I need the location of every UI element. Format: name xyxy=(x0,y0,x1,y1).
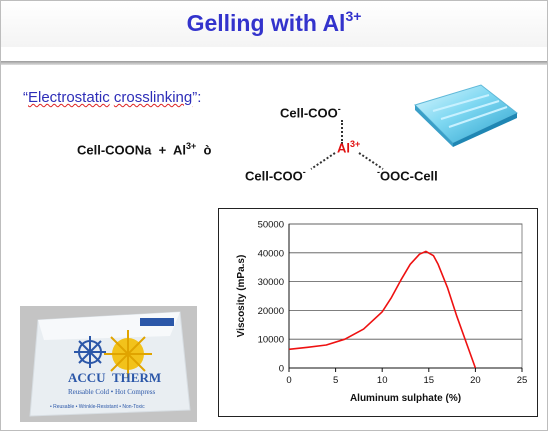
y-tick-label: 0 xyxy=(279,364,284,375)
bullet-text: “Electrostatic crosslinking”: xyxy=(23,89,201,106)
complex-top-ligand: Cell-COO- xyxy=(280,104,341,120)
complex-center-charge: 3+ xyxy=(350,139,361,149)
compress-pack-graphic: ACCU THERM Reusable Cold • Hot Compress … xyxy=(20,306,197,422)
photo-caption-1: Reusable Cold • Hot Compress xyxy=(68,388,155,396)
x-axis-label: Aluminum sulphate (%) xyxy=(350,393,461,404)
complex-center-aluminium: Al3+ xyxy=(337,139,360,155)
complex-left-charge: - xyxy=(302,167,306,177)
viscosity-chart: 0 10000 20000 30000 40000 50000 0 5 10 15 20 25 Alum… xyxy=(218,208,538,417)
photo-caption-2: • Reusable • Wrinkle-Resistant • Non-Tox… xyxy=(50,404,145,410)
brand-therm: THERM xyxy=(112,370,161,385)
complex-left-ligand: Cell-COO- xyxy=(245,167,306,183)
reactant-aluminium-charge: 3+ xyxy=(185,141,197,151)
bond-top xyxy=(341,120,343,144)
reactant-aluminium: Al xyxy=(172,142,186,158)
y-tick-label: 10000 xyxy=(258,335,284,346)
reaction-arrow: ò xyxy=(203,142,212,158)
x-tick-label: 25 xyxy=(517,375,528,386)
complex-right-ligand: -OOC-Cell xyxy=(377,167,438,183)
bullet-word-crosslinking: crosslinking xyxy=(113,89,193,106)
plus-sign: + xyxy=(158,142,167,158)
series-line xyxy=(288,250,477,369)
y-tick-label: 20000 xyxy=(258,306,284,317)
bullet-word-electrostatic: Electrostatic xyxy=(28,89,110,106)
complex-right-charge: - xyxy=(377,167,380,177)
x-tick-label: 20 xyxy=(470,375,481,386)
bullet-close-quote: ”: xyxy=(192,89,202,106)
bullet-open-quote: “ xyxy=(23,89,28,106)
compress-product-photo: ACCU THERM Reusable Cold • Hot Compress … xyxy=(20,306,197,422)
title-divider xyxy=(1,61,547,65)
complex-right-text: OOC-Cell xyxy=(380,168,438,184)
x-tick-label: 10 xyxy=(377,375,388,386)
y-tick-label: 30000 xyxy=(258,277,284,288)
y-tick-label: 50000 xyxy=(258,220,284,231)
gel-pack-image xyxy=(414,84,518,147)
bond-side-lines xyxy=(310,152,384,170)
y-tick-label: 40000 xyxy=(258,248,284,259)
viscosity-chart-svg: 0 10000 20000 30000 40000 50000 0 5 10 15 20 25 Alum… xyxy=(236,220,528,405)
complex-center-text: Al xyxy=(337,140,350,156)
title-band xyxy=(1,1,547,47)
complex-top-text: Cell-COO xyxy=(280,105,338,121)
title-text: Gelling with Al xyxy=(186,10,346,36)
reactant-cellulose-sodium: Cell-COONa xyxy=(77,142,152,158)
x-tick-label: 5 xyxy=(333,375,338,386)
y-axis-label: Viscosity (mPa.s) xyxy=(236,255,247,338)
reaction-equation: Cell-COONa + Al3+ ò xyxy=(77,141,211,157)
complex-top-charge: - xyxy=(337,104,341,114)
title-superscript: 3+ xyxy=(345,8,362,24)
brand-accu: ACCU xyxy=(68,370,106,385)
slide-title: Gelling with Al3+ xyxy=(1,8,547,37)
x-tick-label: 0 xyxy=(286,375,291,386)
complex-left-text: Cell-COO xyxy=(245,168,303,184)
plot-area xyxy=(288,223,523,369)
x-tick-label: 15 xyxy=(424,375,435,386)
